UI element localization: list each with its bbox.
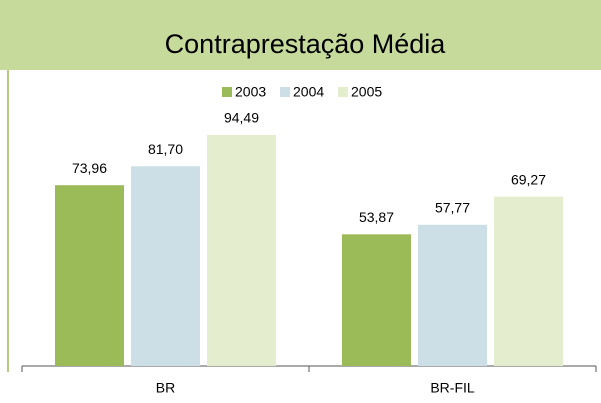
data-label: 81,70 (148, 141, 183, 157)
data-label: 73,96 (72, 160, 107, 176)
bar (494, 196, 563, 366)
data-label: 53,87 (359, 209, 394, 225)
chart-title: Contraprestação Média (165, 29, 447, 59)
bar (55, 185, 124, 366)
bar (418, 224, 487, 366)
legend-label: 2004 (293, 84, 324, 100)
data-label: 57,77 (435, 199, 470, 215)
legend-swatch (338, 87, 348, 97)
bar (131, 166, 200, 366)
data-label: 94,49 (224, 110, 259, 126)
x-tick-label: BR (156, 380, 175, 396)
bar (207, 135, 276, 366)
legend-swatch (280, 87, 290, 97)
legend-label: 2003 (235, 84, 266, 100)
bar (342, 234, 411, 366)
x-tick-label: BR-FIL (430, 380, 475, 396)
legend-label: 2005 (351, 84, 382, 100)
data-label: 69,27 (511, 171, 546, 187)
legend-swatch (222, 87, 232, 97)
title-band (0, 0, 601, 70)
